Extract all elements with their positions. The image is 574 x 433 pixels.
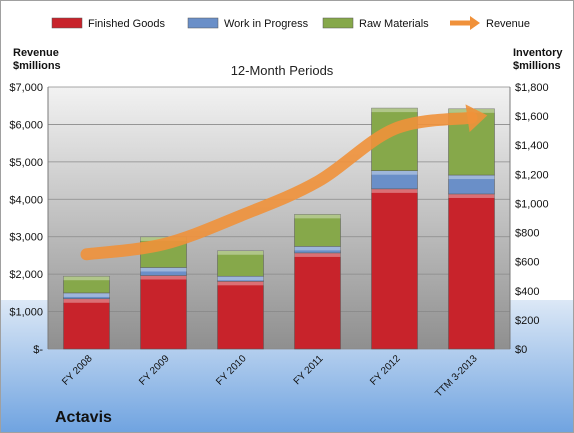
bar-segment bbox=[217, 281, 264, 350]
left-tick-label: $4,000 bbox=[9, 194, 43, 206]
right-tick-label: $1,600 bbox=[515, 111, 549, 123]
bar-segment-highlight bbox=[217, 250, 264, 255]
left-tick-label: $1,000 bbox=[9, 307, 43, 319]
right-tick-label: $0 bbox=[515, 344, 527, 356]
bar-segment-highlight bbox=[217, 281, 264, 286]
gridlines bbox=[47, 86, 511, 350]
left-tick-label: $2,000 bbox=[9, 269, 43, 281]
legend-label: Revenue bbox=[486, 18, 530, 30]
bar-segment bbox=[294, 214, 341, 247]
right-tick-label: $1,400 bbox=[515, 140, 549, 152]
bar-segment-fill bbox=[294, 214, 341, 247]
left-axis-title-line-1: Revenue bbox=[13, 47, 59, 59]
left-tick-label: $6,000 bbox=[9, 119, 43, 131]
bar-segment bbox=[217, 275, 264, 282]
bar-segment bbox=[448, 174, 495, 195]
bar-segment-highlight bbox=[63, 276, 110, 281]
legend-item: Raw Materials bbox=[322, 17, 429, 30]
legend-swatch bbox=[187, 17, 219, 29]
bar-segment-highlight bbox=[371, 170, 418, 175]
legend-item: Work in Progress bbox=[187, 17, 309, 30]
left-axis-ticks: $- $1,000 $2,000 $3,000 $4,000 $5,000 $6,000 $7… bbox=[9, 82, 43, 356]
legend-label: Finished Goods bbox=[88, 18, 166, 30]
legend-swatch bbox=[322, 17, 354, 29]
bar-segment bbox=[140, 275, 187, 350]
company-name: Actavis bbox=[55, 409, 112, 426]
left-tick-label: $- bbox=[33, 344, 43, 356]
bar-segment-fill bbox=[63, 298, 110, 350]
right-axis-title-line-1: Inventory bbox=[513, 47, 563, 59]
right-tick-label: $400 bbox=[515, 286, 539, 298]
right-tick-label: $1,200 bbox=[515, 169, 549, 181]
bar-segment bbox=[448, 193, 495, 350]
bars bbox=[63, 107, 495, 350]
bar-segment bbox=[371, 188, 418, 350]
bar-segment-highlight bbox=[63, 292, 110, 297]
legend-swatch bbox=[51, 17, 83, 29]
bar-segment-fill bbox=[217, 281, 264, 350]
bar-segment bbox=[294, 246, 341, 254]
right-axis-ticks: $0 $200 $400 $600 $800 $1,000 $1,200 $1,400 $1,6… bbox=[515, 82, 549, 356]
bar-segment-highlight bbox=[448, 175, 495, 180]
bar-segment-fill bbox=[63, 275, 110, 294]
bar-segment-highlight bbox=[448, 193, 495, 198]
bar-segment-fill bbox=[217, 250, 264, 277]
revenue-line-path bbox=[80, 111, 478, 261]
bar-segment-highlight bbox=[294, 246, 341, 251]
legend-arrowhead-icon bbox=[470, 16, 480, 30]
right-tick-label: $800 bbox=[515, 228, 539, 240]
bar-segment-highlight bbox=[140, 275, 187, 280]
bar-segment bbox=[217, 250, 264, 277]
bar-segment-highlight bbox=[217, 276, 264, 281]
bar-segment bbox=[140, 267, 187, 276]
legend: Finished Goods Work in Progress Raw Materi… bbox=[51, 16, 530, 30]
right-axis-title-line-2: $millions bbox=[513, 60, 561, 72]
bar-segment bbox=[371, 170, 418, 190]
left-axis-title-line-2: $millions bbox=[13, 60, 61, 72]
bar-segment-highlight bbox=[294, 214, 341, 219]
bar-segment bbox=[63, 298, 110, 350]
left-tick-label: $7,000 bbox=[9, 82, 43, 94]
bar-segment-fill bbox=[140, 275, 187, 350]
legend-item: Finished Goods bbox=[51, 17, 166, 30]
left-tick-label: $3,000 bbox=[9, 232, 43, 244]
bar-segment bbox=[294, 252, 341, 350]
revenue-line bbox=[80, 104, 488, 261]
bar-segment-fill bbox=[448, 193, 495, 350]
right-tick-label: $600 bbox=[515, 257, 539, 269]
legend-item: Revenue bbox=[450, 16, 530, 30]
bar-segment-highlight bbox=[140, 267, 187, 272]
legend-label: Work in Progress bbox=[224, 18, 309, 30]
right-tick-label: $200 bbox=[515, 315, 539, 327]
bar-segment-highlight bbox=[371, 108, 418, 113]
bar-segment-highlight bbox=[371, 188, 418, 193]
bar-segment-fill bbox=[371, 188, 418, 350]
bar-segment-highlight bbox=[294, 252, 341, 257]
bar-segment-highlight bbox=[63, 298, 110, 303]
plot-area bbox=[48, 87, 510, 349]
revenue-arrowhead bbox=[465, 104, 488, 133]
bar-segment bbox=[63, 292, 110, 300]
legend-label: Raw Materials bbox=[359, 18, 429, 30]
bar-segment-fill bbox=[294, 252, 341, 350]
chart-title: 12-Month Periods bbox=[231, 63, 334, 78]
right-tick-label: $1,800 bbox=[515, 82, 549, 94]
left-tick-label: $5,000 bbox=[9, 157, 43, 169]
right-tick-label: $1,000 bbox=[515, 198, 549, 210]
bar-segment bbox=[63, 275, 110, 294]
